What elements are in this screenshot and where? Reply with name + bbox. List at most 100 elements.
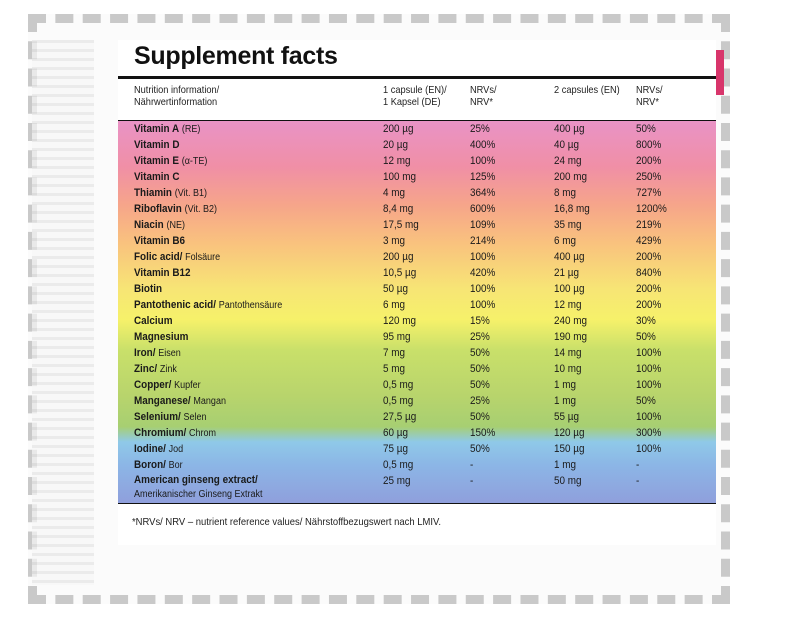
nutrient: Vitamin E xyxy=(134,155,179,167)
dose-value: 27,5 µg xyxy=(383,411,417,423)
nutrient-note: Jod xyxy=(168,444,184,455)
nrv-value: 125% xyxy=(470,171,496,183)
dose-value: 50 µg xyxy=(383,283,408,295)
table-row: Vitamin B12 10,5 µg 420% 21 µg 840% xyxy=(118,265,716,281)
header-line: NRVs/ xyxy=(470,84,497,96)
nutrient-name: Folic acid/ Folsäure xyxy=(134,249,220,266)
table-row: Vitamin D 20 µg 400% 40 µg 800% xyxy=(118,137,716,153)
nrv-value: 429% xyxy=(636,235,662,247)
dose-value: 14 mg xyxy=(554,347,582,359)
nutrient-name: Iodine/ Jod xyxy=(134,441,183,458)
nutrient-note: (α-TE) xyxy=(181,156,208,167)
title-rule xyxy=(118,76,716,79)
nutrient-name: Iron/ Eisen xyxy=(134,345,181,362)
dose-value: 1 mg xyxy=(554,395,577,407)
header-line: Nutrition information/ xyxy=(134,84,220,96)
nutrient-name: Vitamin A (RE) xyxy=(134,121,200,138)
header-cell: NRVs/NRV* xyxy=(470,84,497,108)
nrv-value: 25% xyxy=(470,123,490,135)
nutrient: Calcium xyxy=(134,315,173,327)
nrv-value: 200% xyxy=(636,299,662,311)
header-line: NRVs/ xyxy=(636,84,663,96)
table-row: Iodine/ Jod 75 µg 50% 150 µg 100% xyxy=(118,441,716,457)
dose-value: 240 mg xyxy=(554,315,588,327)
nrv-value: 214% xyxy=(470,235,496,247)
dose-value: 3 mg xyxy=(383,235,406,247)
dose-value: 24 mg xyxy=(554,155,582,167)
nutrient-name: American ginseng extract/Amerikanischer … xyxy=(134,473,263,502)
table-row: Niacin (NE) 17,5 mg 109% 35 mg 219% xyxy=(118,217,716,233)
nrv-value: 100% xyxy=(470,155,496,167)
side-panel xyxy=(32,40,94,585)
nrv-value: 300% xyxy=(636,427,662,439)
nrv-value: 25% xyxy=(470,395,490,407)
nutrient-name: Vitamin D xyxy=(134,137,179,153)
dose-value: 16,8 mg xyxy=(554,203,590,215)
nrv-value: 150% xyxy=(470,427,496,439)
nrv-value: 800% xyxy=(636,139,662,151)
nrv-value: 100% xyxy=(636,347,662,359)
nrv-value: 50% xyxy=(470,411,490,423)
table-row: American ginseng extract/Amerikanischer … xyxy=(118,473,716,503)
nutrient: Zinc/ xyxy=(134,363,158,375)
dose-value: 55 µg xyxy=(554,411,579,423)
nutrient-name: Calcium xyxy=(134,313,173,329)
nutrient-name: Vitamin E (α-TE) xyxy=(134,153,207,170)
header-cell: 2 capsules (EN) xyxy=(554,84,620,96)
table-row: Vitamin A (RE) 200 µg 25% 400 µg 50% xyxy=(118,121,716,137)
nrv-value: 840% xyxy=(636,267,662,279)
nutrient-name: Niacin (NE) xyxy=(134,217,185,234)
nrv-value: - xyxy=(470,475,474,487)
table-row: Boron/ Bor 0,5 mg - 1 mg - xyxy=(118,457,716,473)
nutrient-name: Chromium/ Chrom xyxy=(134,425,216,442)
dose-value: 8 mg xyxy=(554,187,577,199)
nutrient-note: Selen xyxy=(183,412,207,423)
nrv-value: - xyxy=(470,459,474,471)
table-row: Vitamin B6 3 mg 214% 6 mg 429% xyxy=(118,233,716,249)
nutrient-name: Vitamin C xyxy=(134,169,179,185)
nutrient-name: Selenium/ Selen xyxy=(134,409,207,426)
nutrient-note: (NE) xyxy=(166,220,185,231)
nutrient-name: Vitamin B12 xyxy=(134,265,191,281)
table-row: Folic acid/ Folsäure 200 µg 100% 400 µg 200% xyxy=(118,249,716,265)
dose-value: 10 mg xyxy=(554,363,582,375)
table-row: Pantothenic acid/ Pantothensäure 6 mg 100%… xyxy=(118,297,716,313)
dose-value: 8,4 mg xyxy=(383,203,414,215)
nrv-value: 200% xyxy=(636,155,662,167)
dose-value: 35 mg xyxy=(554,219,582,231)
dose-value: 5 mg xyxy=(383,363,406,375)
nutrient: Riboflavin xyxy=(134,203,182,215)
nrv-value: 100% xyxy=(636,443,662,455)
nrv-value: 219% xyxy=(636,219,662,231)
dose-value: 60 µg xyxy=(383,427,408,439)
nutrient-note: Folsäure xyxy=(185,252,221,263)
dose-value: 4 mg xyxy=(383,187,406,199)
nrv-value: 100% xyxy=(636,379,662,391)
nutrient-name: Pantothenic acid/ Pantothensäure xyxy=(134,297,282,314)
dose-value: 0,5 mg xyxy=(383,459,414,471)
nutrient-name: Vitamin B6 xyxy=(134,233,185,249)
header-line: NRV* xyxy=(470,96,493,108)
nrv-value: 364% xyxy=(470,187,496,199)
dose-value: 200 µg xyxy=(383,251,414,263)
nutrient-note: (RE) xyxy=(181,124,201,135)
nrv-value: 200% xyxy=(636,283,662,295)
table-row: Selenium/ Selen 27,5 µg 50% 55 µg 100% xyxy=(118,409,716,425)
dose-value: 190 mg xyxy=(554,331,588,343)
nutrient: Biotin xyxy=(134,283,163,295)
dose-value: 12 mg xyxy=(383,155,411,167)
nrv-value: 50% xyxy=(470,347,490,359)
nrv-value: 25% xyxy=(470,331,490,343)
dose-value: 200 µg xyxy=(383,123,414,135)
nrv-value: 100% xyxy=(636,363,662,375)
nutrient: American ginseng extract/ xyxy=(134,474,258,486)
nrv-value: 50% xyxy=(470,443,490,455)
nrv-value: 50% xyxy=(636,395,656,407)
nutrient-name: Riboflavin (Vit. B2) xyxy=(134,201,217,218)
nutrient: Vitamin B12 xyxy=(134,267,191,279)
nutrient: Folic acid/ xyxy=(134,251,183,263)
nutrient-note: Amerikanischer Ginseng Extrakt xyxy=(134,489,263,500)
nrv-value: - xyxy=(636,475,640,487)
dose-value: 0,5 mg xyxy=(383,379,414,391)
footnote: *NRVs/ NRV – nutrient reference values/ … xyxy=(132,516,442,528)
